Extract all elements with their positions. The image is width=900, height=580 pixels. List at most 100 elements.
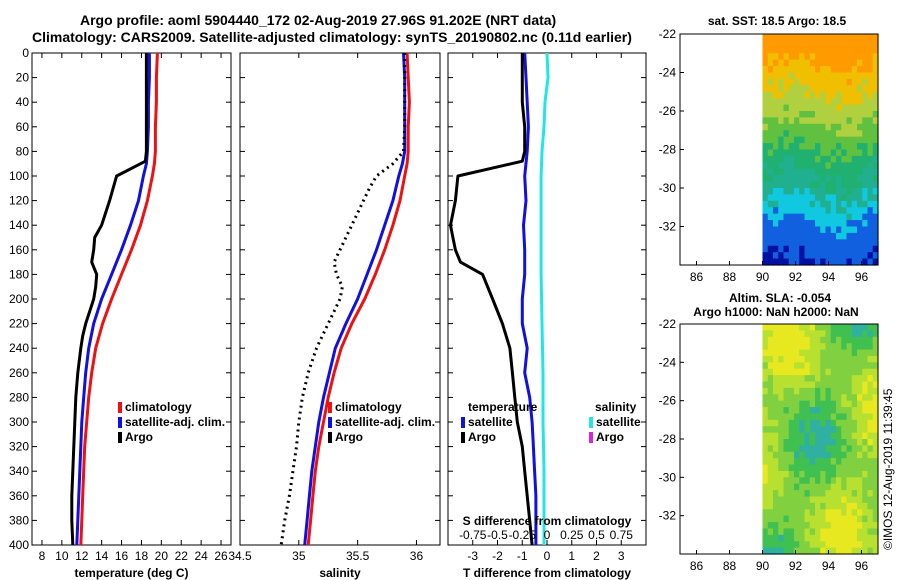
map-cell xyxy=(841,252,848,260)
map-cell xyxy=(841,445,848,453)
map-cell xyxy=(809,400,816,408)
map-cell xyxy=(809,252,816,260)
map-cell xyxy=(783,534,790,542)
map-cell xyxy=(794,104,800,112)
map-cell xyxy=(762,98,769,106)
map-cell xyxy=(799,168,806,176)
map-cell xyxy=(846,117,853,125)
map-cell xyxy=(846,188,853,196)
map-cell xyxy=(773,175,779,183)
x-tick-label: 36 xyxy=(410,549,424,563)
map-cell xyxy=(851,400,858,408)
map-cell xyxy=(872,509,879,517)
map-cell xyxy=(851,426,858,434)
map-cell xyxy=(830,66,837,74)
map-cell xyxy=(799,130,806,138)
map-cell xyxy=(809,40,816,48)
map-cell xyxy=(862,426,869,434)
map-cell xyxy=(851,368,858,376)
map-cell xyxy=(778,330,785,338)
map-cell xyxy=(867,34,874,42)
map-cell xyxy=(815,207,821,215)
map-cell xyxy=(830,175,837,183)
map-cell xyxy=(867,66,874,74)
series-t-satellite-line xyxy=(520,52,538,545)
map-cell xyxy=(820,381,827,389)
map-cell xyxy=(862,239,869,247)
map-cell xyxy=(815,72,821,80)
y-tick-label: 140 xyxy=(9,218,29,232)
map-cell xyxy=(825,381,832,389)
map-cell xyxy=(767,547,774,555)
map-cell xyxy=(830,528,837,536)
map-cell xyxy=(804,368,811,376)
map-cell xyxy=(857,168,863,176)
map-cell xyxy=(788,98,795,106)
x-axis-label: salinity xyxy=(319,566,361,580)
map-cell xyxy=(825,59,832,67)
y-tick-label: 380 xyxy=(9,513,29,527)
map-cell xyxy=(867,245,874,253)
map-cell xyxy=(836,59,842,67)
map-cell xyxy=(778,490,785,498)
map-cell xyxy=(846,72,853,80)
map-cell xyxy=(867,168,874,176)
map-cell xyxy=(857,72,863,80)
map-cell xyxy=(815,232,821,240)
map-cell xyxy=(846,143,853,151)
map-cell xyxy=(867,98,874,106)
map-cell xyxy=(778,188,785,196)
map-cell xyxy=(857,136,863,144)
map-cell xyxy=(783,502,790,510)
map-cell xyxy=(815,53,821,61)
map-cell xyxy=(857,330,863,338)
map-cell xyxy=(773,394,779,402)
map-cell xyxy=(872,458,879,466)
map-cell xyxy=(788,439,795,446)
map-cell xyxy=(783,46,790,54)
s-tick-label: -0.75 xyxy=(459,528,487,542)
map-cell xyxy=(794,547,800,555)
map-cell xyxy=(788,509,795,517)
map-cell xyxy=(825,232,832,240)
map-cell xyxy=(862,547,869,555)
map-cell xyxy=(836,66,842,74)
map-cell xyxy=(862,207,869,215)
map-cell xyxy=(773,98,779,106)
map-cell xyxy=(841,98,848,106)
map-cell xyxy=(830,534,837,542)
map-cell xyxy=(778,123,785,131)
map-cell xyxy=(794,445,800,453)
series-t-argo-line xyxy=(449,53,534,546)
map-cell xyxy=(867,149,874,157)
map-cell xyxy=(799,324,806,331)
map-cell xyxy=(862,136,869,144)
map-cell xyxy=(857,66,863,74)
map-cell xyxy=(846,400,853,408)
map-cell xyxy=(767,239,774,247)
map-cell xyxy=(773,483,779,491)
map-cell xyxy=(851,381,858,389)
map-cell xyxy=(773,117,779,125)
map-cell xyxy=(799,220,806,228)
map-cell xyxy=(851,451,858,459)
map-cell xyxy=(783,194,790,202)
map-cell xyxy=(783,181,790,189)
map-cell xyxy=(836,188,842,196)
map-cell xyxy=(778,343,785,351)
map-cell xyxy=(825,330,832,338)
map-cell xyxy=(836,252,842,260)
map-cell xyxy=(815,143,821,151)
map-cell xyxy=(846,155,853,163)
map-cell xyxy=(846,59,853,67)
map-cell xyxy=(767,400,774,408)
map-cell xyxy=(815,181,821,189)
map-cell xyxy=(836,200,842,208)
map-cell xyxy=(830,200,837,208)
map-cell xyxy=(830,483,837,491)
map-cell xyxy=(762,181,769,189)
map-cell xyxy=(841,509,848,517)
map-cell xyxy=(867,207,874,215)
map-cell xyxy=(862,432,869,440)
map-cell xyxy=(872,490,879,498)
